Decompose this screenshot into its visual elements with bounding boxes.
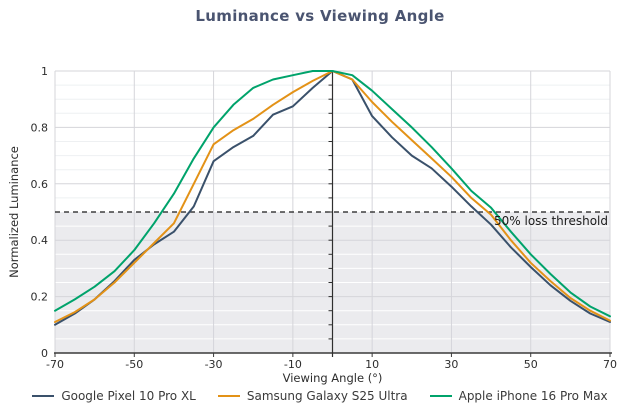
legend-label-apple-iphone: Apple iPhone 16 Pro Max [458, 389, 608, 403]
x-tick-label: -50 [125, 358, 143, 371]
x-tick-label: 50 [524, 358, 538, 371]
legend: Google Pixel 10 Pro XL Samsung Galaxy S2… [0, 389, 640, 403]
legend-item-google-pixel: Google Pixel 10 Pro XL [32, 389, 196, 403]
legend-swatch-google-pixel [32, 395, 55, 397]
legend-item-apple-iphone: Apple iPhone 16 Pro Max [429, 389, 608, 403]
legend-label-google-pixel: Google Pixel 10 Pro XL [61, 389, 196, 403]
y-tick-label: 0.2 [31, 291, 49, 304]
x-tick-label: -70 [46, 358, 64, 371]
x-tick-label: 30 [444, 358, 458, 371]
y-tick-label: 0.6 [31, 178, 49, 191]
y-tick-label: 0.8 [31, 121, 49, 134]
legend-item-samsung: Samsung Galaxy S25 Ultra [217, 389, 408, 403]
legend-swatch-samsung [217, 395, 240, 397]
y-tick-label: 0.4 [31, 234, 49, 247]
x-axis-label: Viewing Angle (°) [282, 371, 383, 385]
x-tick-label: -10 [284, 358, 302, 371]
legend-swatch-apple-iphone [429, 395, 452, 397]
x-tick-label: -30 [205, 358, 223, 371]
chart-title: Luminance vs Viewing Angle [195, 7, 445, 25]
y-tick-label: 0 [41, 347, 48, 360]
x-tick-label: 70 [603, 358, 617, 371]
y-axis-label: Normalized Luminance [7, 146, 21, 278]
y-tick-label: 1 [41, 65, 48, 78]
legend-label-samsung: Samsung Galaxy S25 Ultra [246, 389, 408, 403]
series-line-2 [54, 70, 611, 318]
threshold-annotation: 50% loss threshold [494, 214, 608, 228]
x-tick-label: 10 [365, 358, 379, 371]
